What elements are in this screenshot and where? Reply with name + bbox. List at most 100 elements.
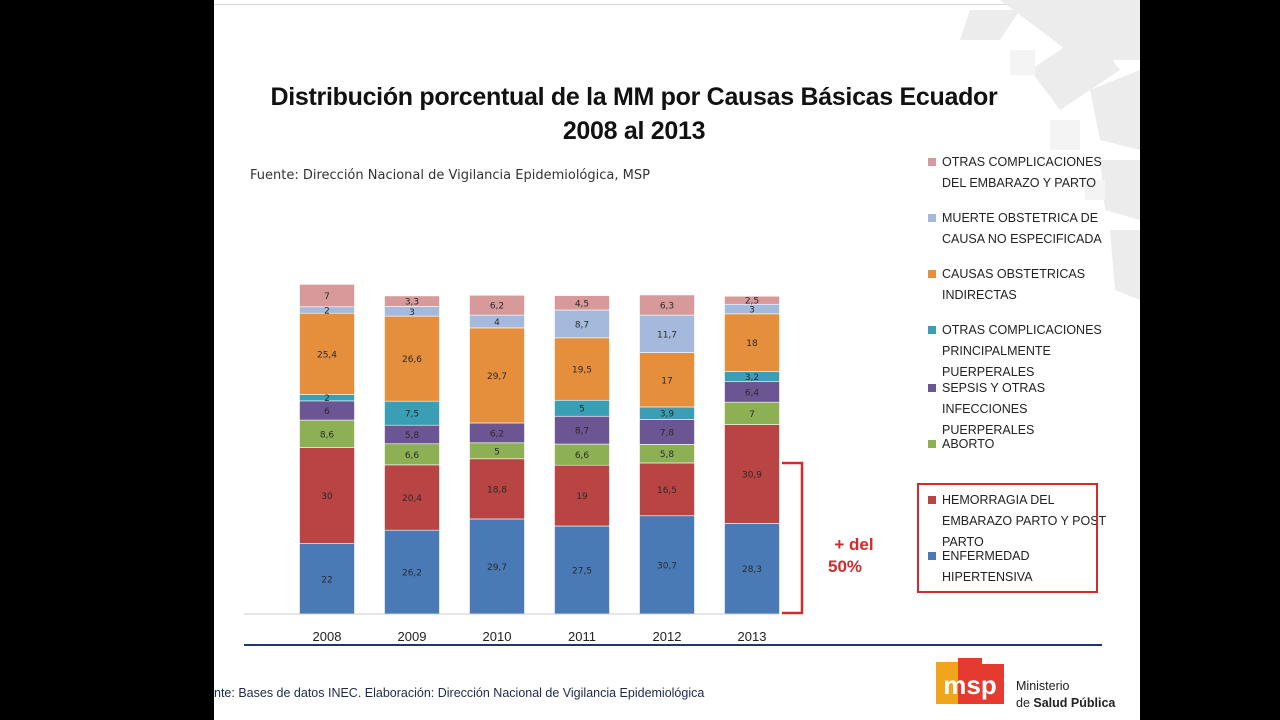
data-label-2013-5: 3,2 xyxy=(745,373,759,383)
bar-segment-2008-2 xyxy=(299,447,355,544)
bar-segment-2011-4 xyxy=(554,415,610,445)
legend-swatch xyxy=(928,552,936,560)
bar-segment-2008-8 xyxy=(299,284,355,308)
legend-swatch xyxy=(928,214,936,222)
data-label-2009-1: 26,2 xyxy=(402,569,422,579)
x-tick-label-2008: 2008 xyxy=(313,629,342,644)
bar-segment-2010-6 xyxy=(469,327,525,424)
x-tick-label-2012: 2012 xyxy=(653,629,682,644)
bar-segment-2009-8 xyxy=(384,295,440,307)
data-label-2011-8: 4,5 xyxy=(575,299,589,309)
legend-label: OTRAS COMPLICACIONES DEL EMBARAZO Y PART… xyxy=(942,155,1102,190)
bar-segment-2008-6 xyxy=(299,312,355,395)
data-label-2008-1: 22 xyxy=(321,575,332,585)
data-label-2012-6: 17 xyxy=(661,376,672,386)
legend-highlight-box xyxy=(917,483,1098,593)
bar-segment-2011-7 xyxy=(554,309,610,339)
data-label-2011-5: 5 xyxy=(579,405,585,415)
data-label-2013-2: 30,9 xyxy=(742,471,762,481)
legend-swatch xyxy=(928,384,936,392)
chart-source: Fuente: Dirección Nacional de Vigilancia… xyxy=(250,168,650,183)
data-label-2013-8: 2,5 xyxy=(745,297,759,307)
data-label-2009-3: 6,6 xyxy=(405,451,420,461)
data-label-2010-8: 6,2 xyxy=(490,302,504,312)
data-label-2010-3: 5 xyxy=(494,447,500,457)
annotation-text-line1: + del xyxy=(834,535,873,554)
msp-logo-mark: msp xyxy=(936,658,1004,704)
data-label-2012-3: 5,8 xyxy=(660,450,675,460)
msp-logo-line2-bold: Salud Pública xyxy=(1033,696,1116,710)
bar-segment-2011-1 xyxy=(554,525,610,615)
legend-label: MUERTE OBSTETRICA DE CAUSA NO ESPECIFICA… xyxy=(942,211,1102,246)
data-label-2008-6: 25,4 xyxy=(317,350,337,360)
data-label-2008-3: 8,6 xyxy=(320,430,335,440)
data-label-2012-4: 7,8 xyxy=(660,428,675,438)
x-tick-label-2010: 2010 xyxy=(483,629,512,644)
data-label-2011-6: 19,5 xyxy=(572,366,592,376)
slide: Distribución porcentual de la MM por Cau… xyxy=(214,0,1140,720)
legend-label: HEMORRAGIA DEL EMBARAZO PARTO Y POST PAR… xyxy=(942,493,1106,549)
data-label-2012-8: 6,3 xyxy=(660,302,674,312)
data-label-2012-1: 30,7 xyxy=(657,561,677,571)
bar-segment-2009-5 xyxy=(384,400,440,426)
data-label-2008-7: 2 xyxy=(324,307,330,317)
top-rule xyxy=(214,4,1140,5)
data-label-2008-8: 7 xyxy=(324,292,330,302)
x-tick-label-2013: 2013 xyxy=(738,629,767,644)
data-label-2008-4: 6 xyxy=(324,407,330,417)
msp-logo-line1: Ministerio xyxy=(1016,679,1070,693)
msp-logo-line2: de Salud Pública xyxy=(1016,695,1115,712)
chart-area: 22308,66225,42726,220,46,65,87,526,633,3… xyxy=(244,284,1102,646)
bar-segment-2009-6 xyxy=(384,315,440,402)
legend-label: SEPSIS Y OTRAS INFECCIONES PUERPERALES xyxy=(942,381,1046,437)
data-label-2013-6: 18 xyxy=(746,339,758,349)
bar-segment-2013-2 xyxy=(724,424,780,524)
chart-title-line2: 2008 al 2013 xyxy=(562,117,706,145)
bar-segment-2010-8 xyxy=(469,294,525,316)
data-label-2012-7: 11,7 xyxy=(657,330,677,340)
data-label-2011-7: 8,7 xyxy=(575,320,589,330)
annotation-text-line2: 50% xyxy=(828,557,862,576)
msp-logo-line2-prefix: de xyxy=(1016,696,1034,710)
data-label-2013-7: 3 xyxy=(749,306,755,316)
msp-logo-mark-text: msp xyxy=(943,670,996,700)
data-label-2009-4: 5,8 xyxy=(405,431,420,441)
bar-segment-2012-4 xyxy=(639,419,695,445)
legend-swatch xyxy=(928,440,936,448)
data-label-2009-2: 20,4 xyxy=(402,494,422,504)
bar-segment-2011-6 xyxy=(554,337,610,401)
bar-segment-2009-1 xyxy=(384,529,440,615)
data-label-2009-6: 26,6 xyxy=(402,355,422,365)
data-label-2011-3: 6,6 xyxy=(575,451,590,461)
legend-swatch xyxy=(928,496,936,504)
chart-title: Distribución porcentual de la MM por Cau… xyxy=(214,80,1054,148)
axis-layer xyxy=(244,613,1102,646)
bar-segment-2012-8 xyxy=(639,294,695,316)
decorative-pattern xyxy=(960,0,1140,300)
legend-swatch xyxy=(928,270,936,278)
msp-logo-text: Ministerio de Salud Pública xyxy=(1016,678,1115,712)
data-label-2012-2: 16,5 xyxy=(657,486,677,496)
bar-segment-2010-2 xyxy=(469,458,525,520)
bar-segment-2013-6 xyxy=(724,313,780,372)
data-label-2009-7: 3 xyxy=(409,308,415,318)
bar-segment-2012-2 xyxy=(639,462,695,517)
data-label-2010-6: 29,7 xyxy=(487,372,507,382)
legend-label: ABORTO xyxy=(942,437,995,451)
msp-logo: msp Ministerio de Salud Pública xyxy=(934,650,1134,716)
data-label-2013-1: 28,3 xyxy=(742,565,762,575)
data-label-2011-1: 27,5 xyxy=(572,567,592,577)
data-label-2010-7: 4 xyxy=(494,318,500,328)
annotation-bracket xyxy=(782,461,804,615)
annotation-bracket-group: + del 50% xyxy=(782,461,874,615)
data-label-2009-8: 3,3 xyxy=(405,298,419,308)
data-label-2013-3: 7 xyxy=(749,410,755,420)
data-labels-layer: 22308,66225,42726,220,46,65,87,526,633,3… xyxy=(317,292,762,585)
data-label-2010-1: 29,7 xyxy=(487,563,507,573)
bar-segment-2010-1 xyxy=(469,518,525,615)
bar-segment-2011-8 xyxy=(554,295,610,311)
x-tick-label-2009: 2009 xyxy=(398,629,427,644)
x-tick-label-2011: 2011 xyxy=(568,629,596,644)
legend-swatch xyxy=(928,158,936,166)
x-tick-labels: 2008 2009 2010 2011 2012 2013 xyxy=(313,629,767,644)
